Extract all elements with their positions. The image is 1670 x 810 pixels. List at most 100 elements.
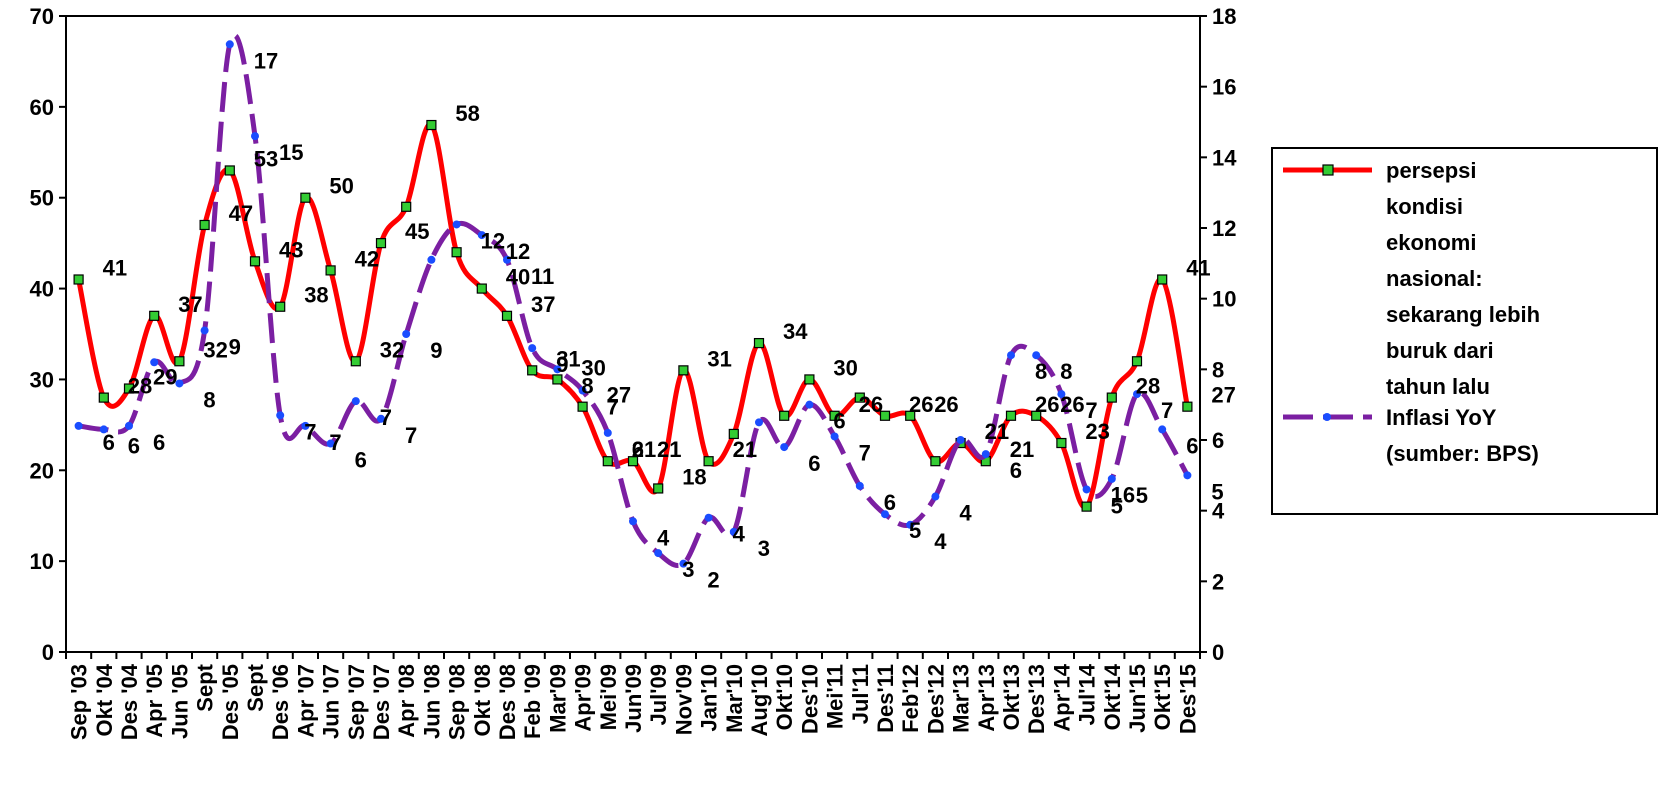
x-axis-tick-label: Mar'13 <box>949 664 974 733</box>
inflation-point <box>729 527 738 536</box>
x-axis-tick-label: Sept <box>193 663 218 711</box>
inflation-point <box>1183 471 1192 480</box>
legend-inflation-label: (sumber: BPS) <box>1386 441 1539 466</box>
perception-data-label: 28 <box>1136 374 1160 399</box>
inflation-data-label: 7 <box>380 405 392 430</box>
perception-point <box>779 410 790 421</box>
x-axis-tick-label: Sept <box>243 663 268 711</box>
perception-data-label: 41 <box>103 255 127 280</box>
x-axis-tick-label: Des '06 <box>268 664 293 740</box>
x-axis-tick-label: Jun '07 <box>319 664 344 739</box>
perception-point <box>375 238 387 249</box>
perception-data-label: 21 <box>1010 437 1034 462</box>
inflation-point <box>99 425 108 434</box>
x-axis-tick-label: Des '07 <box>369 664 394 740</box>
perception-point <box>476 283 487 294</box>
x-axis-tick-label: Nov'09 <box>671 664 696 735</box>
x-axis-tick-label: Des '04 <box>117 663 142 740</box>
inflation-data-label: 6 <box>355 448 367 473</box>
perception-data-label: 34 <box>783 319 808 344</box>
perception-point <box>804 374 815 385</box>
perception-data-label: 23 <box>1085 419 1109 444</box>
perception-data-label: 26 <box>909 392 933 417</box>
x-axis-tick-label: Mar'09 <box>545 664 570 733</box>
inflation-data-label: 4 <box>959 501 972 526</box>
inflation-point <box>981 450 990 459</box>
perception-data-label: 42 <box>355 246 379 271</box>
x-axis-tick-label: Apr '08 <box>394 664 419 738</box>
perception-data-label: 45 <box>405 219 429 244</box>
left-axis-tick-label: 60 <box>30 95 54 120</box>
left-axis-tick-label: 50 <box>30 186 54 211</box>
perception-data-label: 21 <box>733 437 757 462</box>
inflation-point <box>200 326 209 335</box>
perception-data-label: 16 <box>1111 483 1135 508</box>
x-axis-tick-label: Okt '04 <box>92 663 117 736</box>
inflation-point <box>125 421 133 430</box>
x-axis-tick-label: Apr '07 <box>293 664 318 738</box>
x-axis-tick-label: Okt'13 <box>999 664 1024 730</box>
inflation-point <box>578 386 587 395</box>
perception-point <box>653 483 664 494</box>
inflation-data-label: 6 <box>1010 458 1022 483</box>
right-axis-tick-label: 12 <box>1212 216 1236 241</box>
inflation-data-label: 6 <box>128 433 140 458</box>
x-axis-tick-label: Des '08 <box>495 664 520 740</box>
perception-data-label: 58 <box>455 101 479 126</box>
right-axis-tick-label: 2 <box>1212 569 1224 594</box>
right-axis-tick-label: 18 <box>1212 4 1236 29</box>
inflation-point <box>931 492 940 501</box>
perception-data-label: 38 <box>304 283 328 308</box>
x-axis-tick-label: Aug'10 <box>747 664 772 736</box>
left-axis-tick-label: 30 <box>30 367 54 392</box>
perception-point <box>300 192 311 203</box>
perception-data-label: 32 <box>203 337 227 362</box>
perception-point <box>1106 392 1117 403</box>
perception-point <box>275 301 286 312</box>
x-axis-tick-label: Apr'13 <box>974 664 999 732</box>
x-axis-tick-label: Des'10 <box>797 664 822 734</box>
inflation-data-label: 3 <box>758 536 770 561</box>
perception-point <box>577 401 588 412</box>
inflation-point <box>1057 390 1066 399</box>
x-axis-tick-label: Jun'09 <box>621 664 646 733</box>
x-axis-tick-label: Jul'09 <box>646 664 671 726</box>
x-axis-tick-label: Des '05 <box>218 664 243 740</box>
inflation-point <box>175 379 184 388</box>
x-axis-tick-label: Des'11 <box>873 664 898 733</box>
perception-data-label: 53 <box>254 146 278 171</box>
inflation-point <box>402 330 411 338</box>
perception-point <box>854 392 865 403</box>
x-axis-tick-label: Okt'15 <box>1150 664 1175 730</box>
series-layer <box>73 33 1193 568</box>
perception-point <box>905 410 916 421</box>
inflation-point <box>251 132 259 141</box>
legend-perception-marker <box>1322 164 1334 176</box>
perception-point <box>627 456 639 467</box>
left-axis-tick-label: 40 <box>30 277 54 302</box>
inflation-point <box>1007 351 1015 360</box>
perception-data-label: 18 <box>682 464 706 489</box>
perception-data-label: 27 <box>607 383 631 408</box>
inflation-point <box>1082 485 1091 494</box>
inflation-point <box>704 513 713 522</box>
perception-point <box>98 392 109 403</box>
x-axis-tick-label: Feb '09 <box>520 664 545 739</box>
x-axis-tick-label: Okt'14 <box>1100 663 1125 730</box>
inflation-data-label: 6 <box>833 409 845 434</box>
legend-perception-label: buruk dari <box>1386 338 1494 363</box>
perception-point <box>451 247 462 258</box>
inflation-point <box>679 559 688 568</box>
legend-perception-label: persepsi <box>1386 158 1477 183</box>
perception-data-label: 32 <box>380 337 404 362</box>
perception-point <box>249 256 261 267</box>
perception-data-label: 26 <box>859 392 883 417</box>
perception-point <box>602 456 613 467</box>
inflation-point <box>654 549 663 558</box>
x-axis-tick-label: Sep '08 <box>445 664 470 740</box>
inflation-point <box>225 40 234 49</box>
inflation-point <box>553 365 562 374</box>
inflation-point <box>276 411 285 420</box>
